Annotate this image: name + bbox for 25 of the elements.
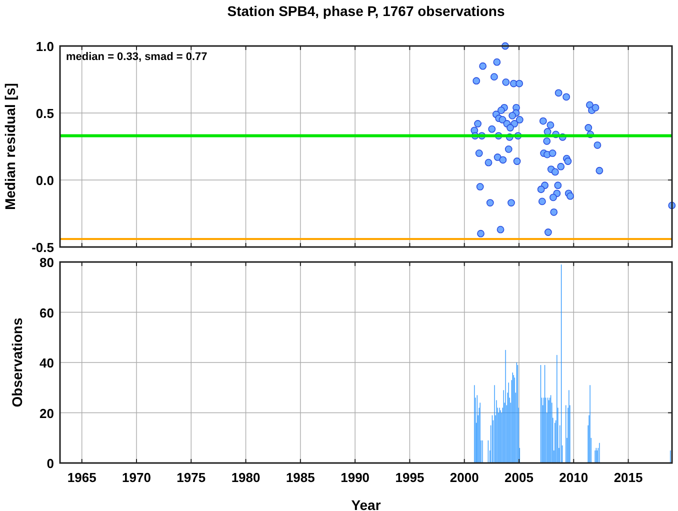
y-tick-label: -0.5 <box>32 240 54 255</box>
y-tick-label: 1.0 <box>36 39 54 54</box>
y-tick-label: 40 <box>40 356 54 370</box>
x-tick-label: 2000 <box>450 470 479 485</box>
y-tick-label: 0 <box>46 456 54 471</box>
annotation: median = 0.33, smad = 0.77 <box>66 51 208 63</box>
x-tick-label: 1965 <box>67 470 96 485</box>
x-tick-label: 2005 <box>504 470 534 485</box>
x-tick-label: 1985 <box>286 470 315 485</box>
y-tick-label: 80 <box>40 255 54 270</box>
y-tick-label: 60 <box>40 305 54 320</box>
x-tick-label: 2015 <box>614 470 643 485</box>
x-tick-label: 1975 <box>176 470 206 485</box>
x-axis-title: Year <box>351 497 382 511</box>
chart-title: Station SPB4, phase P, 1767 observations <box>227 3 505 19</box>
y-tick-label: 0.0 <box>36 173 54 188</box>
x-tick-label: 1980 <box>231 470 260 485</box>
x-tick-label: 1970 <box>122 470 151 485</box>
y-axis-title: Observations <box>9 318 25 408</box>
x-tick-label: 1990 <box>340 470 370 485</box>
x-tick-label: 1995 <box>395 470 424 485</box>
y-tick-label: 0.5 <box>36 106 54 121</box>
x-tick-label: 2010 <box>559 470 588 485</box>
y-axis-title: Median residual [s] <box>2 83 18 210</box>
y-tick-label: 20 <box>40 406 54 421</box>
